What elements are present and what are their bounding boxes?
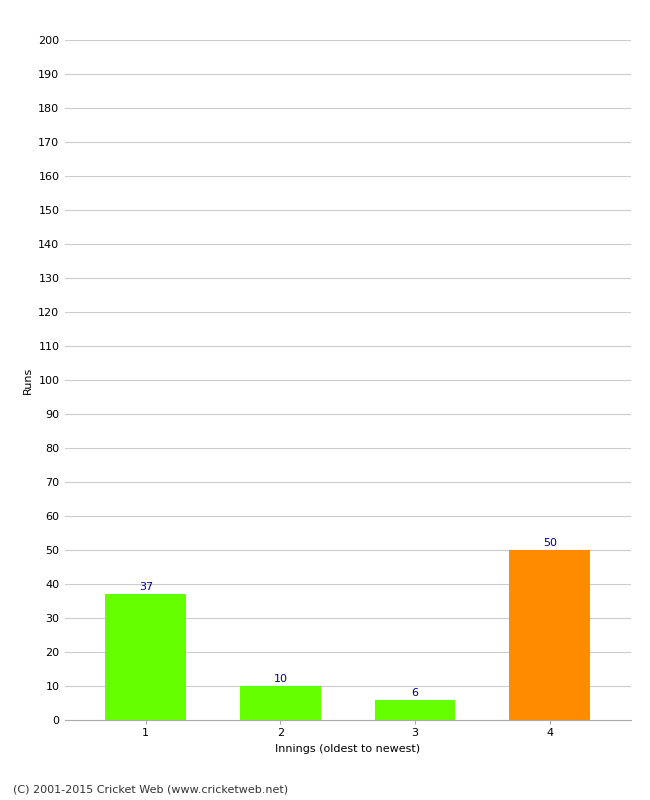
Y-axis label: Runs: Runs (23, 366, 32, 394)
Bar (240, 686, 321, 720)
Text: 37: 37 (138, 582, 153, 593)
Text: 10: 10 (274, 674, 287, 684)
Bar (510, 550, 590, 720)
Bar (105, 594, 186, 720)
Text: 50: 50 (543, 538, 556, 548)
Text: (C) 2001-2015 Cricket Web (www.cricketweb.net): (C) 2001-2015 Cricket Web (www.cricketwe… (13, 784, 288, 794)
Bar (374, 699, 456, 720)
Text: 6: 6 (411, 688, 419, 698)
X-axis label: Innings (oldest to newest): Innings (oldest to newest) (275, 744, 421, 754)
